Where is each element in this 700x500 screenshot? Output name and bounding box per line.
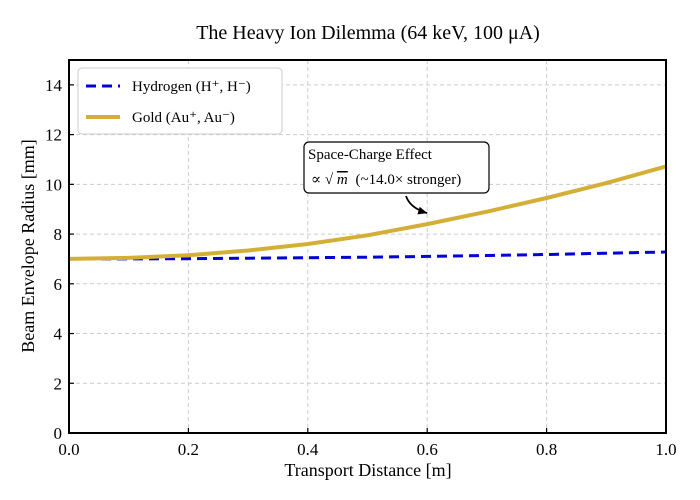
legend-label-gold: Gold (Au⁺, Au⁻) bbox=[132, 110, 235, 126]
y-tick-label: 8 bbox=[54, 225, 63, 244]
annotation-line1: Space-Charge Effect bbox=[308, 147, 433, 163]
x-tick-label: 1.0 bbox=[655, 440, 676, 459]
x-tick-label: 0.6 bbox=[417, 440, 438, 459]
x-tick-label: 0.4 bbox=[297, 440, 319, 459]
x-tick-label: 0.8 bbox=[536, 440, 557, 459]
series-line-gold bbox=[68, 164, 667, 261]
x-tick-label: 0.2 bbox=[178, 440, 199, 459]
annotation-arrowhead bbox=[417, 206, 428, 215]
y-axis-label: Beam Envelope Radius [mm] bbox=[18, 139, 38, 352]
y-tick-label: 6 bbox=[54, 275, 63, 294]
series-line-hydrogen bbox=[69, 250, 667, 261]
y-tick-label: 4 bbox=[54, 325, 63, 344]
annotation-sqrt-var: m bbox=[337, 172, 348, 188]
y-tick-label: 14 bbox=[45, 76, 63, 95]
x-axis-label: Transport Distance [m] bbox=[284, 460, 451, 480]
chart-title: The Heavy Ion Dilemma (64 keV, 100 μA) bbox=[196, 22, 540, 44]
annotation-rest: (~14.0× stronger) bbox=[355, 172, 461, 188]
y-tick-label: 12 bbox=[45, 126, 62, 145]
annotation-line2: ∝ √ m (~14.0× stronger) bbox=[311, 172, 461, 188]
annotation-prefix: ∝ bbox=[311, 172, 321, 188]
legend-box bbox=[77, 67, 283, 135]
y-tick-label: 10 bbox=[45, 175, 62, 194]
x-tick-label: 0.0 bbox=[58, 440, 79, 459]
plot-frame bbox=[68, 59, 667, 434]
y-tick-label: 0 bbox=[54, 424, 63, 443]
y-tick-label: 2 bbox=[54, 374, 63, 393]
annotation: Space-Charge Effect ∝ √ m (~14.0× strong… bbox=[303, 141, 490, 215]
legend-label-hydrogen: Hydrogen (H⁺, H⁻) bbox=[132, 79, 251, 95]
series-layer bbox=[68, 164, 667, 261]
legend: Hydrogen (H⁺, H⁻) Gold (Au⁺, Au⁻) bbox=[77, 67, 283, 135]
annotation-box bbox=[303, 141, 490, 194]
y-ticks: 0 2 4 6 8 10 12 14 bbox=[45, 76, 74, 443]
x-ticks: 0.0 0.2 0.4 0.6 0.8 1.0 bbox=[58, 428, 677, 459]
annotation-sqrt-symbol: √ bbox=[325, 172, 334, 188]
